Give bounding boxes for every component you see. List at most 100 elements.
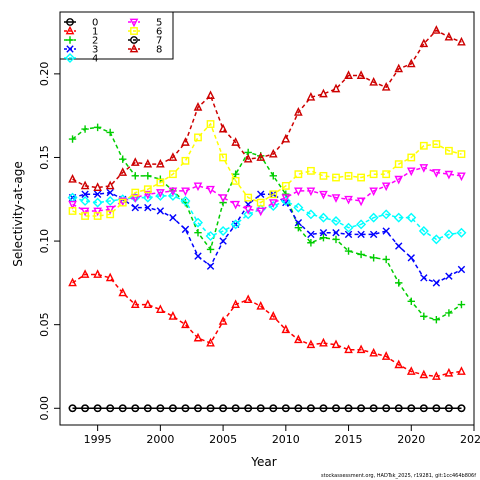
series-8-point [231,137,240,146]
series-1-point [394,359,404,369]
series-5-point [80,207,90,217]
x-tick-label: 2005 [209,433,237,446]
series-5-point [344,195,353,205]
series-7-point [294,404,303,413]
y-tick-label: 0.00 [38,396,51,421]
series-4-point [406,212,417,223]
series-2-point [420,312,428,321]
series-4-point [92,197,103,208]
series-7-point [118,404,127,413]
legend-item-1: 1 [64,25,98,38]
series-1-point [130,299,140,309]
series-8-line [72,29,462,189]
series-2-point [231,170,240,178]
series-5-point [419,164,429,173]
series-5-line [72,166,462,212]
series-1-point [406,366,416,375]
legend-label: 7 [156,36,162,47]
legend-label: 0 [92,18,98,29]
y-tick-label: 0.10 [38,229,51,254]
series-6-point [231,176,240,185]
series-7-point [231,404,240,413]
series-7-point [407,404,416,413]
series-5-point [331,194,341,203]
series-5-point [105,205,115,215]
series-4-point [167,190,178,201]
series-4-point [381,209,392,220]
series-4-point [205,231,216,242]
legend-item-0: 0 [64,18,98,29]
series-6-point [332,173,340,182]
series-4-point [343,222,354,233]
legend-box [59,11,174,60]
series-8-point [68,173,77,183]
series-3-point [131,203,139,212]
series-8-point [306,92,316,101]
series-1-point [319,337,328,347]
series-6-point [344,171,353,180]
series-3-point [144,203,152,212]
series-6-point [244,193,253,202]
series-3-point [319,229,328,237]
series-4-point [142,192,153,203]
series-7-point [419,404,428,413]
series-6-point [419,141,428,150]
series-7-point [369,404,378,413]
series-6-point [156,178,165,187]
series-1-point [281,324,291,334]
series-7-point [445,404,453,413]
series-8-point [256,152,266,161]
series-1-point [93,269,102,278]
series-5-point [256,207,266,217]
series-2-point [395,279,403,287]
series-4-point [230,219,241,230]
series-6-point [294,170,303,179]
legend-label: 2 [92,36,98,47]
legend-label: 6 [156,27,162,38]
series-8-point [206,90,215,100]
series-layer [67,25,467,413]
legend-item-7: 7 [128,36,162,47]
series-8-point [331,83,341,93]
series-1-point [193,332,203,342]
series-4-point [318,212,329,223]
legend-label: 8 [156,45,162,56]
legend-marker [65,25,75,35]
legend-label: 3 [92,45,98,56]
series-3-point [344,230,353,239]
series-2 [68,123,466,324]
series-3-point [206,262,215,270]
series-3-point [219,237,227,245]
series-4-point [368,212,379,223]
series-6-point [143,185,152,194]
series-8-point [294,107,303,116]
series-8-point [281,133,291,143]
series-4-point [193,217,203,228]
series-4-point [331,216,341,226]
x-axis-label: Year [250,455,276,469]
series-5-point [306,187,316,197]
series-3-point [181,225,190,234]
series-5-point [381,182,391,192]
series-8-point [143,158,153,168]
series-6-point [432,140,441,148]
series-2-point [432,315,441,324]
y-tick-label: 0.20 [38,62,51,87]
series-8-point [344,70,353,79]
series-2-point [307,239,315,247]
series-2-point [119,155,127,163]
series-6 [68,120,466,220]
series-3-point [156,207,165,215]
series-6-point [307,166,315,175]
series-4-point [418,226,429,237]
series-6-point [281,181,290,190]
series-3-point [169,213,177,222]
series-2-point [131,172,139,180]
series-1-point [444,367,454,377]
series-7-point [256,404,265,413]
legend-marker [129,43,139,53]
series-8-point [80,180,90,190]
series-8-point [243,153,253,163]
series-2-point [332,235,340,244]
